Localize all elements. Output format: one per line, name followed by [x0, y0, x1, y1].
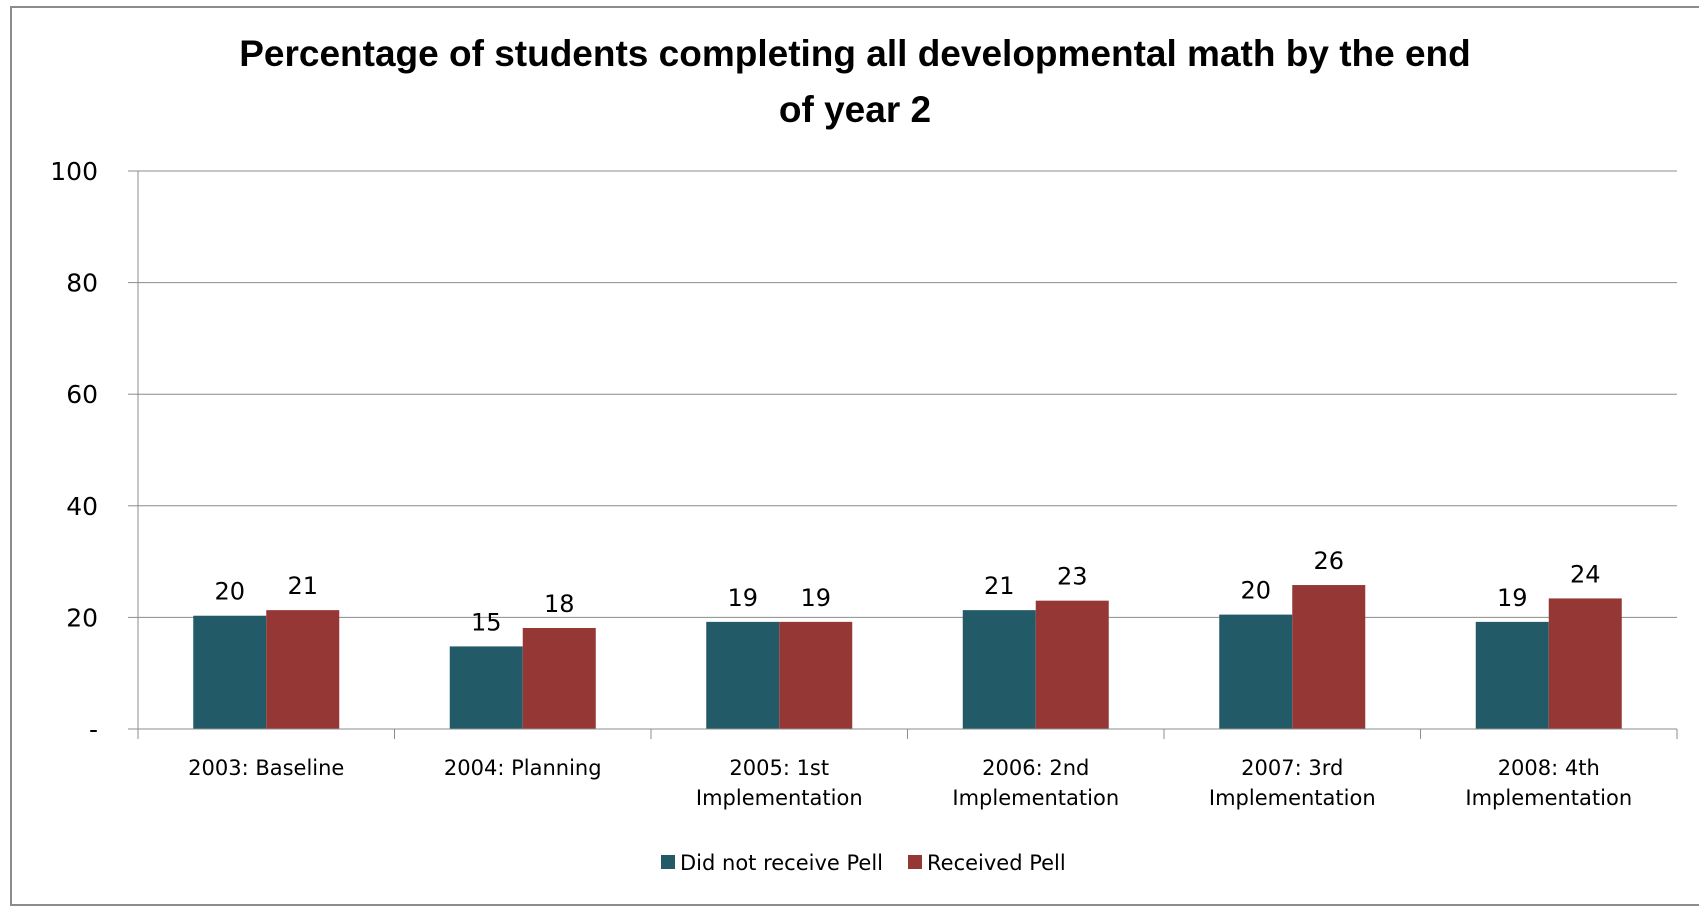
- legend-swatch: [661, 855, 675, 869]
- y-tick-label: 80: [66, 269, 98, 298]
- y-tick-label: 100: [50, 157, 98, 186]
- bar: [706, 621, 780, 729]
- gridlines: [138, 170, 1677, 618]
- y-tick-label: 40: [66, 492, 98, 521]
- bar: [266, 610, 340, 729]
- bar: [1219, 614, 1293, 729]
- legend-label: Did not receive Pell: [680, 851, 883, 875]
- x-tick-label: Implementation: [1209, 786, 1376, 810]
- y-tick-label: 60: [66, 380, 98, 409]
- data-label: 20: [1240, 577, 1271, 605]
- x-tick-label: Implementation: [696, 786, 863, 810]
- data-label: 21: [984, 572, 1015, 600]
- y-tick-label: -: [89, 715, 98, 744]
- chart-title: Percentage of students completing all de…: [239, 33, 1471, 130]
- x-tick-label: 2004: Planning: [444, 756, 602, 780]
- x-tick-label: Implementation: [952, 786, 1119, 810]
- bar: [449, 646, 523, 729]
- y-tick-label: 20: [66, 603, 98, 632]
- chart-title-line-2: of year 2: [779, 89, 931, 130]
- y-axis: - 20 40 60 80 100: [50, 157, 139, 744]
- x-tick-label: 2003: Baseline: [188, 756, 344, 780]
- data-label: 21: [287, 572, 318, 600]
- data-label: 18: [544, 590, 575, 618]
- bar: [1548, 598, 1622, 729]
- data-label: 23: [1057, 563, 1088, 591]
- bar: [1035, 600, 1109, 729]
- bars: 20 21 15 18 19 19 21 23 20 26 19 24: [193, 547, 1622, 729]
- legend-swatch: [908, 855, 922, 869]
- x-tick-label: 2005: 1st: [729, 756, 829, 780]
- data-label: 26: [1313, 547, 1344, 575]
- x-tick-label: Implementation: [1465, 786, 1632, 810]
- x-tick-label: 2007: 3rd: [1241, 756, 1343, 780]
- data-label: 24: [1570, 560, 1601, 588]
- bar: [779, 621, 853, 729]
- x-axis: 2003: Baseline 2004: Planning 2005: 1st Imp…: [137, 728, 1678, 810]
- legend: Did not receive Pell Received Pell: [661, 851, 1066, 875]
- bar: [522, 628, 596, 729]
- data-label: 15: [471, 608, 502, 636]
- chart-frame: [10, 6, 1699, 906]
- bar: [1475, 621, 1549, 729]
- data-label: 19: [727, 584, 758, 612]
- bar: [962, 610, 1036, 729]
- legend-label: Received Pell: [927, 851, 1066, 875]
- bar: [193, 615, 267, 729]
- x-tick-label: 2006: 2nd: [982, 756, 1089, 780]
- data-label: 19: [1497, 584, 1528, 612]
- data-label: 19: [800, 584, 831, 612]
- x-tick-label: 2008: 4th: [1498, 756, 1600, 780]
- bar: [1292, 585, 1366, 729]
- data-label: 20: [214, 578, 245, 606]
- chart-title-line-1: Percentage of students completing all de…: [239, 33, 1471, 74]
